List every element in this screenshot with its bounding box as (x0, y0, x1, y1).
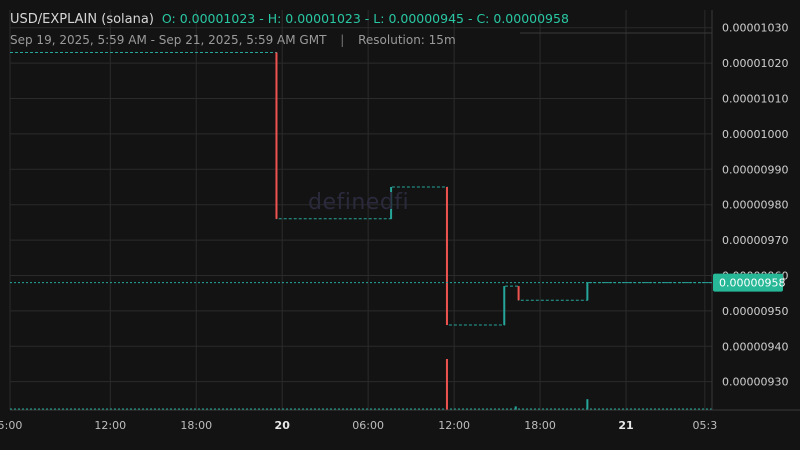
price-line (10, 52, 712, 326)
price-tick-label: 0.00000950 (722, 305, 788, 318)
last-price-label: 0.00000958 (719, 277, 785, 290)
price-tick-label: 0.00001020 (722, 57, 788, 70)
volume-bar (445, 359, 448, 410)
price-tick-label: 0.00001000 (722, 128, 788, 141)
price-tick-label: 0.00000970 (722, 234, 788, 247)
price-tick-label: 0.00001030 (722, 22, 788, 35)
candle-body (517, 286, 520, 301)
time-tick-label: 18:00 (524, 419, 556, 432)
time-tick-label: 12:00 (438, 419, 470, 432)
time-tick-label: 21 (618, 419, 633, 432)
chart-header: USD/EXPLAIN (solana) O: 0.00001023 - H: … (10, 11, 569, 27)
symbol-title: USD/EXPLAIN (solana) (10, 12, 154, 27)
watermark: definedfi (308, 190, 410, 215)
grid-lines (9, 10, 712, 410)
candle-body (390, 186, 393, 219)
time-axis[interactable]: 5:00 12:00 18:00 20 06:00 12:00 18:00 21 05:3 (0, 409, 800, 432)
time-tick-label: 12:00 (94, 419, 126, 432)
ohlc-values: O: 0.00001023 - H: 0.00001023 - L: 0.000… (161, 11, 569, 26)
price-tick-label: 0.00000980 (722, 199, 788, 212)
volume-bars (10, 359, 712, 410)
price-axis[interactable]: 0.00001030 0.00001020 0.00001010 0.00001000… (711, 10, 788, 410)
last-price-tag (713, 273, 783, 292)
time-tick-label: 06:00 (352, 419, 384, 432)
price-tick-label: 0.00001010 (722, 92, 788, 105)
time-tick-label: 18:00 (180, 419, 212, 432)
candle-body (503, 286, 506, 326)
price-tick-label: 0.00000930 (722, 376, 788, 389)
time-tick-label: 5:00 (0, 419, 22, 432)
candle-body (586, 282, 589, 301)
candle-bodies (275, 52, 589, 326)
volume-bar (514, 406, 517, 410)
last-price-marker: 0.00000958 (10, 273, 785, 292)
candle-body (275, 52, 278, 219)
time-tick-label: 20 (275, 419, 291, 432)
time-range: Sep 19, 2025, 5:59 AM - Sep 21, 2025, 5:… (10, 33, 327, 47)
price-tick-label: 0.00000940 (722, 340, 788, 353)
price-tick-label: 0.00000990 (722, 163, 788, 176)
volume-bar (586, 399, 589, 410)
time-tick-label: 05:3 (692, 419, 717, 432)
separator: | (340, 33, 345, 47)
chart-subheader: Sep 19, 2025, 5:59 AM - Sep 21, 2025, 5:… (10, 33, 456, 47)
price-series (10, 52, 712, 326)
resolution-label: Resolution: 15m (358, 33, 456, 47)
candle-body (445, 186, 448, 326)
